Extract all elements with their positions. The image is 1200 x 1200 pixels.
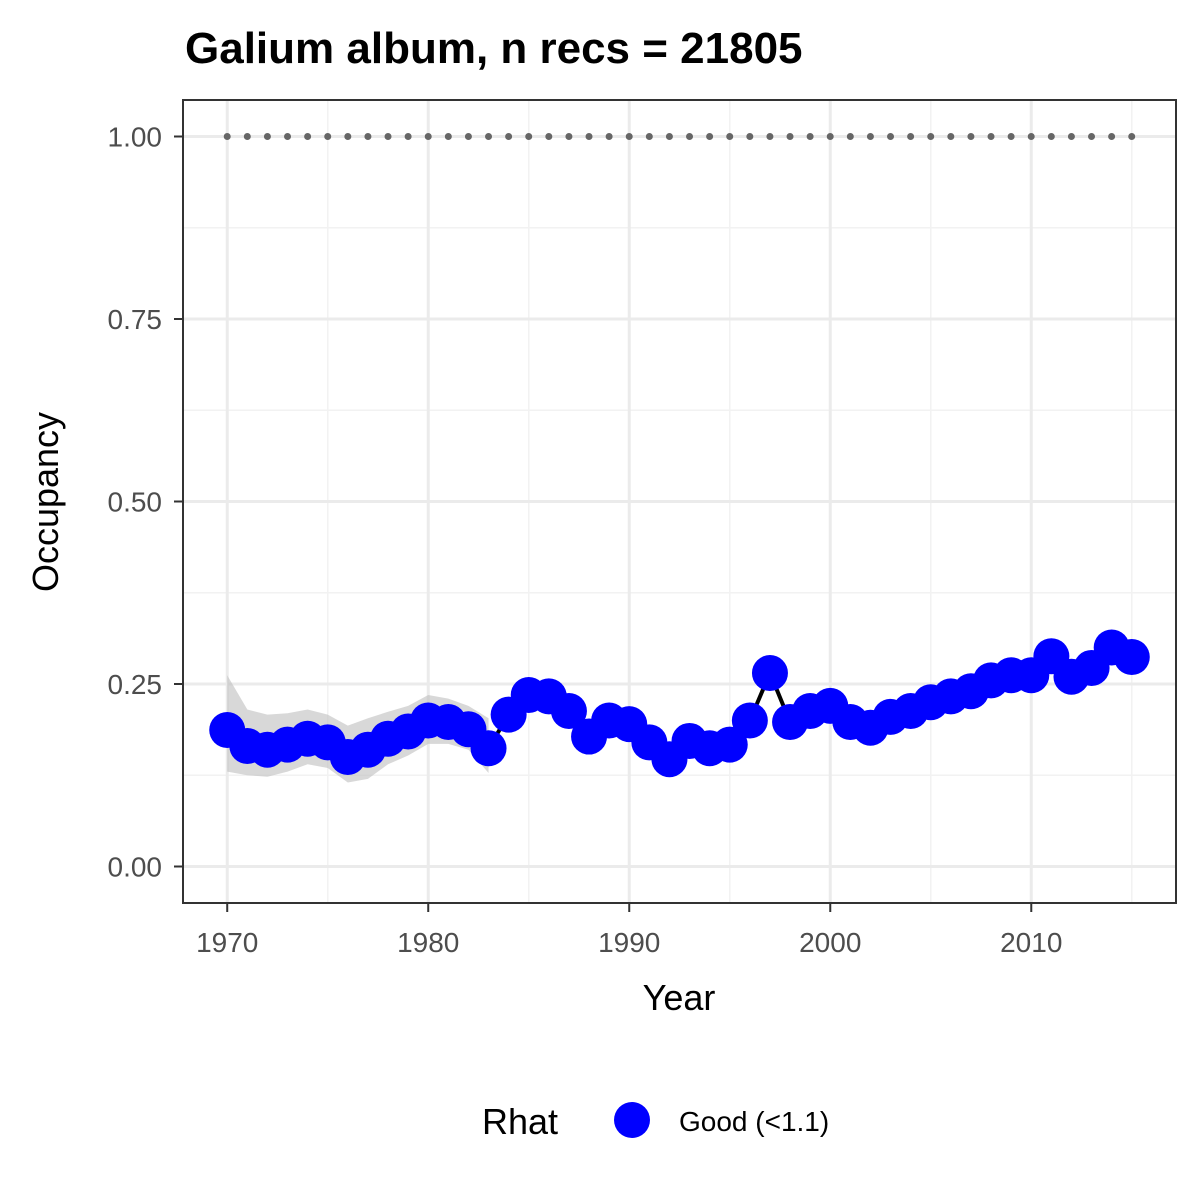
data-point <box>470 730 507 767</box>
y-tick-label: 0.50 <box>108 487 163 518</box>
x-axis-title: Year <box>643 977 716 1018</box>
data-point <box>550 693 587 730</box>
x-axis: 1970 1980 1990 2000 2010 <box>196 903 1062 958</box>
x-tick-label: 1990 <box>598 927 660 958</box>
data-point <box>711 726 748 763</box>
y-axis-title: Occupancy <box>25 412 66 592</box>
y-axis: 0.00 0.25 0.50 0.75 1.00 <box>108 122 183 883</box>
data-point-layer <box>209 629 1150 778</box>
x-tick-label: 1980 <box>397 927 459 958</box>
y-tick-label: 0.25 <box>108 669 163 700</box>
data-point <box>731 702 768 739</box>
y-tick-label: 0.00 <box>108 852 163 883</box>
data-point <box>1113 638 1150 675</box>
legend-title: Rhat <box>482 1101 558 1142</box>
legend: Rhat Good (<1.1) <box>482 1101 829 1142</box>
y-tick-label: 0.75 <box>108 304 163 335</box>
x-tick-label: 2010 <box>1000 927 1062 958</box>
x-tick-label: 1970 <box>196 927 258 958</box>
chart-title: Galium album, n recs = 21805 <box>185 24 803 73</box>
data-point <box>751 655 788 692</box>
x-tick-label: 2000 <box>799 927 861 958</box>
legend-key-good <box>614 1102 650 1138</box>
y-tick-label: 1.00 <box>108 122 163 153</box>
legend-label-good: Good (<1.1) <box>679 1106 829 1137</box>
